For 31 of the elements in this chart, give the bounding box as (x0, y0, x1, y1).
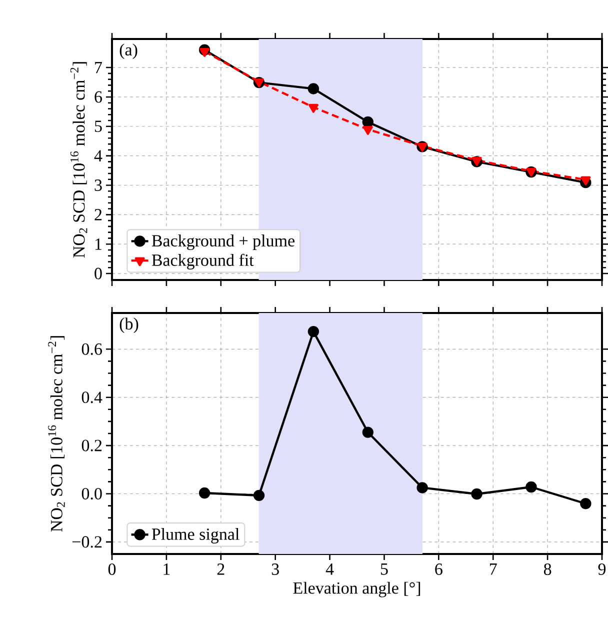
y-tick-label: 7 (95, 62, 102, 74)
y-tick-label: 0.4 (82, 392, 102, 404)
y-tick-label: 0.6 (82, 343, 102, 355)
x-tick-label: 0 (108, 564, 116, 575)
y-tick-label: 4 (94, 150, 102, 162)
y-tick-label: 2 (94, 209, 102, 220)
y-axis-title: NO$_{2}$ SCD [10$^{16}$ molec cm$^{−2}$] (48, 336, 65, 532)
x-tick-label: 2 (217, 564, 224, 575)
x-tick-label: 7 (490, 564, 497, 575)
y-tick-label: 0.0 (82, 488, 102, 500)
legend-label: Background fit (152, 254, 254, 270)
y-tick-label: 5 (94, 120, 102, 132)
annotation: (b) (120, 318, 138, 334)
y-axis-title: NO$_{2}$ SCD [10$^{16}$ molec cm$^{−2}$] (70, 62, 88, 258)
x-tick-label: 4 (326, 564, 334, 575)
y-tick-label: 0.2 (82, 440, 102, 452)
x-tick-label: 9 (598, 564, 606, 575)
x-tick-label: 5 (380, 564, 388, 575)
x-tick-label: 8 (544, 564, 552, 575)
y-tick-label: 0 (94, 268, 102, 280)
legend-label: Plume signal (152, 528, 240, 544)
x-tick-label: 3 (272, 564, 279, 575)
y-tick-label: 6 (94, 91, 102, 103)
x-tick-label: 6 (435, 564, 442, 575)
x-axis-title: Elevation angle [°] (293, 582, 420, 598)
legend-label: Background + plume (152, 234, 294, 250)
y-tick-label: 3 (94, 180, 102, 191)
y-tick-label: −0.2 (72, 536, 102, 548)
x-tick-label: 1 (164, 564, 170, 575)
annotation: (a) (120, 44, 138, 60)
y-tick-label: 1 (95, 238, 102, 250)
